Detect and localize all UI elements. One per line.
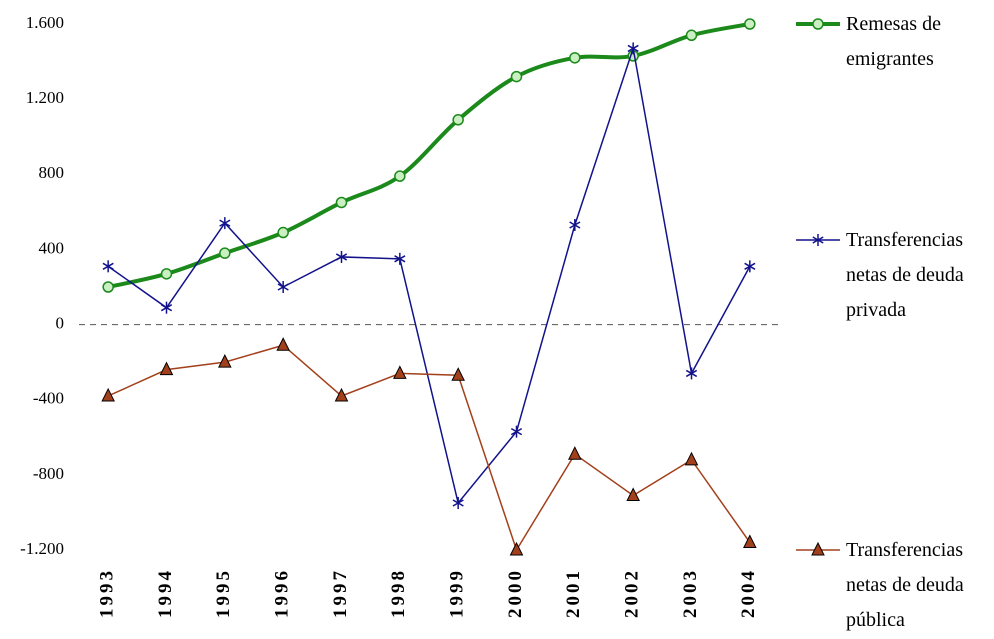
y-tick-label: -1.200 <box>20 539 64 558</box>
point <box>510 70 523 83</box>
x-tick-label: 2001 <box>563 568 584 618</box>
point <box>812 234 824 246</box>
point <box>569 219 581 232</box>
point <box>684 451 699 466</box>
point <box>451 367 465 381</box>
point-stroke <box>277 283 289 291</box>
point <box>627 42 639 55</box>
x-tick-label: 2002 <box>622 568 643 618</box>
point <box>159 361 174 376</box>
point <box>685 367 698 380</box>
point <box>626 487 640 502</box>
point-stroke <box>744 262 756 270</box>
point <box>685 29 698 42</box>
point-stroke <box>335 253 348 261</box>
point <box>277 281 289 293</box>
point <box>509 541 524 556</box>
point <box>335 250 348 263</box>
point <box>160 268 173 280</box>
y-tick-label: 400 <box>39 238 65 257</box>
x-tick-label: 1993 <box>97 568 118 618</box>
point <box>394 170 406 182</box>
x-tick-label: 1994 <box>155 568 176 618</box>
series-line <box>107 48 751 505</box>
point <box>568 446 582 460</box>
point-stroke <box>102 262 114 270</box>
x-tick-label: 1996 <box>272 568 293 618</box>
x-tick-label: 1995 <box>213 568 234 618</box>
point <box>744 18 756 30</box>
point <box>811 541 825 556</box>
x-tick-label: 2004 <box>738 568 759 618</box>
point-stroke <box>394 255 406 263</box>
point <box>335 196 348 209</box>
point <box>452 497 464 510</box>
point <box>276 337 290 351</box>
x-tick-label: 2000 <box>505 568 526 618</box>
x-tick-label: 1998 <box>388 568 409 618</box>
legend-label: Remesas de emigrantes <box>846 12 941 70</box>
y-tick-label: -800 <box>33 464 64 483</box>
point <box>102 281 114 293</box>
point <box>812 18 824 30</box>
point <box>744 260 756 273</box>
point-stroke <box>569 221 581 229</box>
series-line <box>107 344 751 552</box>
y-tick-label: 1.600 <box>26 13 64 32</box>
point <box>219 247 231 259</box>
point <box>102 260 114 273</box>
y-tick-label: 1.200 <box>26 88 64 107</box>
point-stroke <box>219 219 231 227</box>
point-stroke <box>812 236 824 244</box>
point <box>743 534 757 548</box>
point <box>393 365 407 379</box>
point <box>160 301 173 314</box>
point <box>569 52 581 64</box>
x-tick-label: 1999 <box>447 568 468 618</box>
point <box>394 252 406 265</box>
point <box>452 114 464 126</box>
legend-label: Transferencias netas de deuda privada <box>846 228 964 321</box>
point <box>510 425 523 438</box>
point-stroke <box>160 304 173 312</box>
point <box>277 226 289 239</box>
point <box>219 217 231 230</box>
point <box>334 387 349 402</box>
point <box>101 387 115 402</box>
point-stroke <box>685 369 698 378</box>
series-line <box>107 22 751 289</box>
legend-label: Transferencias netas de deuda pública <box>846 538 964 631</box>
point-stroke <box>510 427 523 436</box>
point-stroke <box>452 499 464 507</box>
y-tick-label: 0 <box>56 313 65 332</box>
y-tick-label: -400 <box>33 389 64 408</box>
x-tick-label: 1997 <box>330 568 351 618</box>
point-stroke <box>627 44 639 53</box>
point <box>218 354 232 368</box>
x-tick-label: 2003 <box>680 568 701 618</box>
y-tick-label: 800 <box>39 163 65 182</box>
